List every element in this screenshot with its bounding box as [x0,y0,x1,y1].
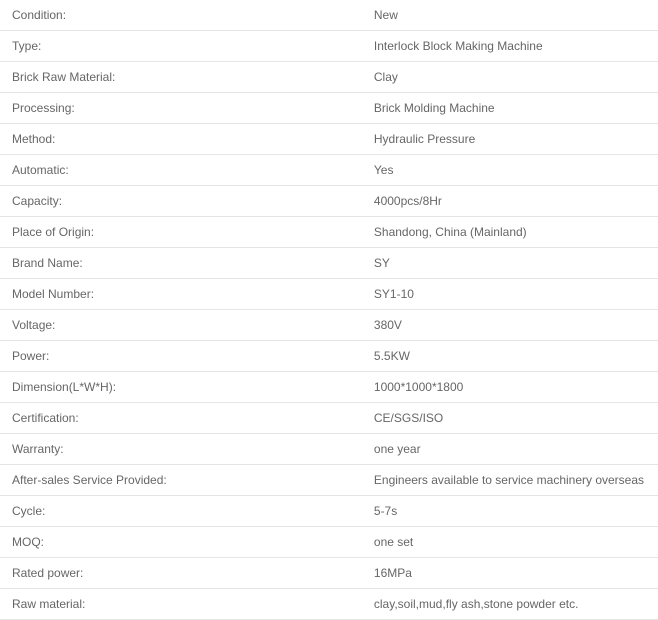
table-row: Warranty: one year [0,434,658,465]
table-row: Cycle: 5-7s [0,496,658,527]
table-row: Model Number: SY1-10 [0,279,658,310]
spec-value: 5.5KW [362,341,658,372]
spec-label: Dimension(L*W*H): [0,372,362,403]
spec-value: CE/SGS/ISO [362,403,658,434]
table-row: MOQ: one set [0,527,658,558]
table-row: Power: 5.5KW [0,341,658,372]
spec-label: Model Number: [0,279,362,310]
spec-label: Warranty: [0,434,362,465]
spec-value: Brick Molding Machine [362,93,658,124]
spec-label: Processing: [0,93,362,124]
table-row: Voltage: 380V [0,310,658,341]
spec-label: Brick Raw Material: [0,62,362,93]
table-row: Condition: New [0,0,658,31]
spec-label: Voltage: [0,310,362,341]
spec-value: SY1-10 [362,279,658,310]
table-row: Dimension(L*W*H): 1000*1000*1800 [0,372,658,403]
spec-label: Certification: [0,403,362,434]
table-row: Rated power: 16MPa [0,558,658,589]
spec-value: 380V [362,310,658,341]
spec-label: Power: [0,341,362,372]
table-row: After-sales Service Provided: Engineers … [0,465,658,496]
spec-label: Condition: [0,0,362,31]
specifications-table: Condition: New Type: Interlock Block Mak… [0,0,658,620]
spec-label: Type: [0,31,362,62]
spec-value: Shandong, China (Mainland) [362,217,658,248]
table-row: Capacity: 4000pcs/8Hr [0,186,658,217]
table-row: Certification: CE/SGS/ISO [0,403,658,434]
spec-label: Place of Origin: [0,217,362,248]
table-row: Type: Interlock Block Making Machine [0,31,658,62]
spec-label: Capacity: [0,186,362,217]
table-row: Brand Name: SY [0,248,658,279]
table-body: Condition: New Type: Interlock Block Mak… [0,0,658,620]
spec-value: Interlock Block Making Machine [362,31,658,62]
spec-value: clay,soil,mud,fly ash,stone powder etc. [362,589,658,620]
spec-label: Rated power: [0,558,362,589]
spec-value: Engineers available to service machinery… [362,465,658,496]
spec-label: Method: [0,124,362,155]
spec-value: 1000*1000*1800 [362,372,658,403]
table-row: Automatic: Yes [0,155,658,186]
spec-label: Brand Name: [0,248,362,279]
spec-label: Raw material: [0,589,362,620]
table-row: Raw material: clay,soil,mud,fly ash,ston… [0,589,658,620]
table-row: Processing: Brick Molding Machine [0,93,658,124]
spec-value: New [362,0,658,31]
spec-value: SY [362,248,658,279]
spec-label: Automatic: [0,155,362,186]
spec-label: MOQ: [0,527,362,558]
spec-value: 16MPa [362,558,658,589]
spec-value: one set [362,527,658,558]
spec-value: 4000pcs/8Hr [362,186,658,217]
table-row: Brick Raw Material: Clay [0,62,658,93]
table-row: Place of Origin: Shandong, China (Mainla… [0,217,658,248]
spec-value: Clay [362,62,658,93]
spec-value: 5-7s [362,496,658,527]
spec-value: Yes [362,155,658,186]
spec-label: Cycle: [0,496,362,527]
spec-value: Hydraulic Pressure [362,124,658,155]
table-row: Method: Hydraulic Pressure [0,124,658,155]
spec-value: one year [362,434,658,465]
spec-label: After-sales Service Provided: [0,465,362,496]
